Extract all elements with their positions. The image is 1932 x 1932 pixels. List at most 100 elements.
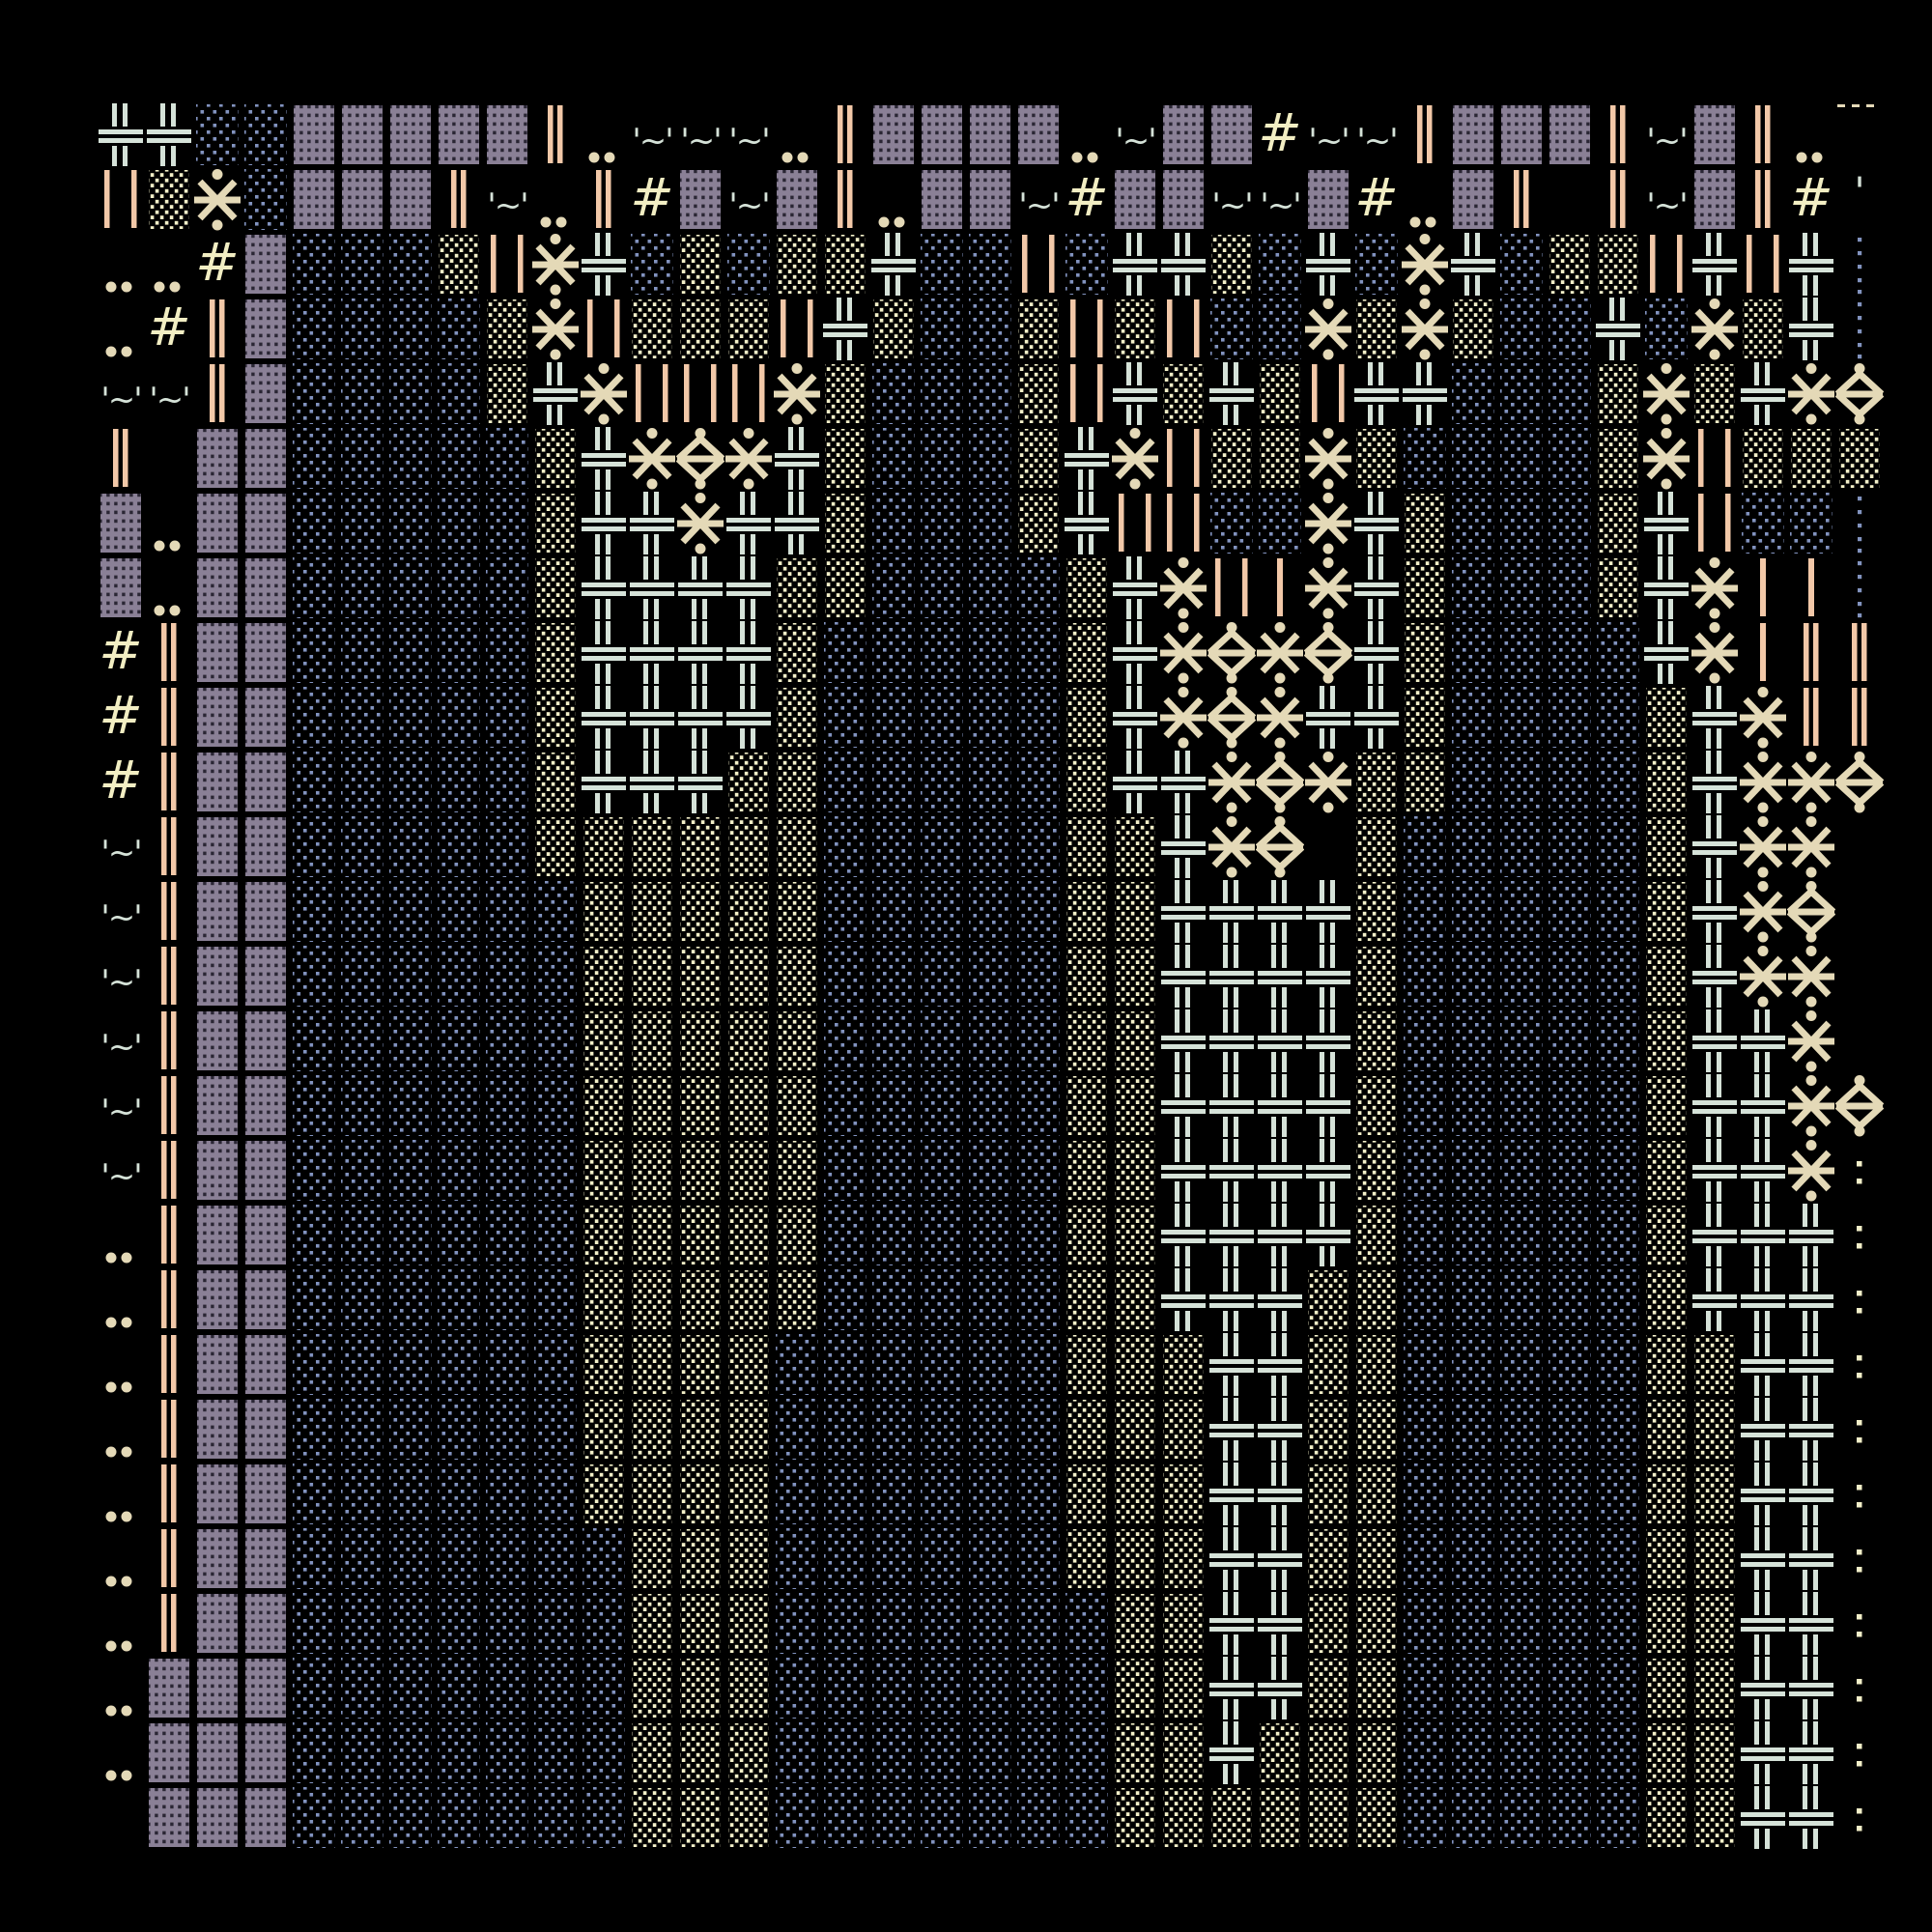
glyph-cream-dot-block xyxy=(773,750,821,814)
cream-dot-block-icon xyxy=(580,1073,628,1138)
navy-dot-block-icon xyxy=(483,1073,531,1138)
purple-dither-block-icon xyxy=(242,232,290,297)
glyph-navy-dot-block xyxy=(338,1267,386,1332)
purple-dither-block-icon xyxy=(193,426,242,491)
purple-dither-block-icon xyxy=(242,814,290,879)
navy-dot-block-icon xyxy=(1449,620,1497,685)
cream-dot-block-icon xyxy=(1063,555,1111,620)
cream-dot-block-icon xyxy=(580,1203,628,1267)
glyph-purple-dither-block xyxy=(918,167,966,232)
glyph-cream-dot-block xyxy=(1159,1332,1208,1397)
purple-dither-block-icon xyxy=(483,102,531,167)
grid-row: # xyxy=(97,685,1884,750)
cream-dot-block-icon xyxy=(676,1073,724,1138)
glyph-navy-dot-block xyxy=(1401,879,1449,944)
navy-dot-block-icon xyxy=(290,491,338,555)
glyph-navy-dot-block xyxy=(580,1591,628,1656)
navy-dot-block-icon xyxy=(580,1656,628,1720)
mint-double-cross-icon xyxy=(1304,232,1352,297)
glyph-mint-double-cross xyxy=(1304,944,1352,1009)
navy-dot-block-icon xyxy=(435,1073,483,1138)
navy-dot-block-icon xyxy=(1449,1462,1497,1526)
glyph-cream-colon xyxy=(1835,1138,1884,1203)
tilde-quote-group-label: '~' xyxy=(1646,185,1688,225)
glyph-tilde-quote-group: '~' xyxy=(676,102,724,167)
glyph-cream-dot-block xyxy=(1352,1462,1401,1526)
glyph-tilde-quote-group: '~' xyxy=(1304,102,1352,167)
glyph-navy-dot-block xyxy=(966,1591,1014,1656)
navy-dot-block-icon xyxy=(1401,879,1449,944)
glyph-navy-dot-block xyxy=(1449,1073,1497,1138)
tan-dot-pair-icon xyxy=(773,102,821,167)
purple-dither-block-icon xyxy=(193,1138,242,1203)
grid-row: '~' xyxy=(97,879,1884,944)
navy-dot-block-icon xyxy=(1449,750,1497,814)
glyph-navy-dot-block xyxy=(338,1009,386,1073)
glyph-empty-cell xyxy=(1546,167,1594,232)
glyph-navy-dotted-column xyxy=(1835,491,1884,555)
cream-dot-block-icon xyxy=(1352,1073,1401,1138)
glyph-cream-asterisk-snowflake xyxy=(1401,232,1449,297)
glyph-navy-dot-block xyxy=(1594,814,1642,879)
glyph-navy-dot-block xyxy=(1642,297,1690,361)
cream-asterisk-snowflake-icon xyxy=(628,426,676,491)
cream-dot-block-icon xyxy=(1063,944,1111,1009)
glyph-navy-dot-block xyxy=(1594,750,1642,814)
glyph-cream-asterisk-snowflake xyxy=(1787,361,1835,426)
orange-split-bars-icon xyxy=(1208,555,1256,620)
glyph-navy-dot-block xyxy=(966,1073,1014,1138)
cream-asterisk-snowflake-icon xyxy=(580,361,628,426)
grid-row xyxy=(97,1462,1884,1526)
glyph-navy-dot-block xyxy=(242,102,290,167)
navy-dot-block-icon xyxy=(435,1462,483,1526)
glyph-navy-dot-block xyxy=(483,814,531,879)
glyph-navy-dot-block xyxy=(483,944,531,1009)
glyph-mint-double-cross xyxy=(1208,1462,1256,1526)
grid-row xyxy=(97,1591,1884,1656)
glyph-cream-dot-block xyxy=(1111,944,1159,1009)
glyph-cream-dot-block xyxy=(531,814,580,879)
navy-dot-block-icon xyxy=(580,1785,628,1850)
glyph-cream-dot-block xyxy=(1111,1656,1159,1720)
glyph-orange-split-bars xyxy=(1014,232,1063,297)
cream-dot-block-icon xyxy=(1401,620,1449,685)
glyph-navy-dot-block xyxy=(966,1267,1014,1332)
glyph-cream-dot-block xyxy=(1642,1656,1690,1720)
navy-dot-block-icon xyxy=(531,1526,580,1591)
mint-double-cross-icon xyxy=(1401,361,1449,426)
cream-dot-block-icon xyxy=(821,426,869,491)
glyph-mint-double-cross xyxy=(1111,620,1159,685)
navy-dot-block-icon xyxy=(821,1462,869,1526)
glyph-purple-dither-block xyxy=(1690,102,1739,167)
glyph-navy-dot-block xyxy=(1546,1591,1594,1656)
cream-dot-block-icon xyxy=(676,944,724,1009)
cream-dot-block-icon xyxy=(821,491,869,555)
mint-double-cross-icon xyxy=(1256,1267,1304,1332)
navy-dot-block-icon xyxy=(869,1138,918,1203)
purple-dither-block-icon xyxy=(193,1656,242,1720)
glyph-cream-chevron-diamond xyxy=(1208,685,1256,750)
glyph-navy-dot-block xyxy=(966,750,1014,814)
glyph-navy-dot-block xyxy=(580,1720,628,1785)
glyph-tan-dot-pair xyxy=(145,555,193,620)
tilde-quote-group-label: '~' xyxy=(1646,121,1688,160)
cream-dot-block-icon xyxy=(1304,1332,1352,1397)
mint-double-cross-icon xyxy=(1787,232,1835,297)
glyph-navy-dot-block xyxy=(966,1138,1014,1203)
glyph-navy-dot-block xyxy=(386,1397,435,1462)
navy-dot-block-icon xyxy=(531,1009,580,1073)
glyph-mint-double-cross xyxy=(1208,1073,1256,1138)
glyph-purple-dither-block xyxy=(676,167,724,232)
glyph-navy-dot-block xyxy=(773,1397,821,1462)
orange-split-bars-icon xyxy=(1159,426,1208,491)
glyph-cream-dot-block xyxy=(145,167,193,232)
glyph-orange-split-bars xyxy=(676,361,724,426)
glyph-navy-dot-block xyxy=(1449,1785,1497,1850)
glyph-orange-split-bars xyxy=(1063,297,1111,361)
glyph-cream-dot-block xyxy=(628,1656,676,1720)
glyph-tan-dot-pair xyxy=(773,102,821,167)
glyph-navy-dotted-column xyxy=(1835,232,1884,297)
navy-dot-block-icon xyxy=(966,1591,1014,1656)
glyph-cream-dot-block xyxy=(628,1785,676,1850)
glyph-purple-dither-block xyxy=(193,426,242,491)
